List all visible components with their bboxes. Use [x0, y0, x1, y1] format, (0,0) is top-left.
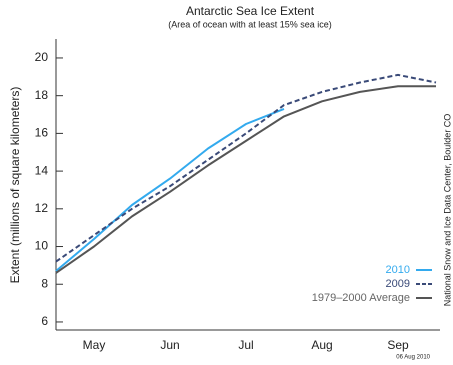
legend-label: 1979–2000 Average	[312, 292, 410, 304]
y-tick-label: 12	[35, 201, 49, 215]
x-tick-label: May	[83, 338, 106, 352]
legend-label: 2009	[386, 278, 410, 290]
y-tick-label: 6	[41, 314, 48, 328]
series-line	[55, 73, 437, 263]
series-line	[55, 107, 285, 272]
x-tick-label: Jul	[238, 338, 253, 352]
date-label: 06 Aug 2010	[396, 355, 430, 361]
y-tick-label: 18	[35, 88, 49, 102]
x-tick-label: Sep	[387, 338, 409, 352]
chart-subtitle: (Area of ocean with at least 15% sea ice…	[168, 19, 332, 29]
y-tick-label: 8	[41, 276, 48, 290]
y-axis-title: Extent (millions of square kilometers)	[8, 87, 22, 284]
y-tick-label: 20	[35, 50, 49, 64]
credit: National Snow and Ice Data Center, Bould…	[442, 114, 452, 307]
y-tick-label: 16	[35, 126, 49, 140]
chart-title: Antarctic Sea Ice Extent	[186, 4, 315, 18]
y-tick-label: 10	[35, 239, 49, 253]
series-line	[55, 85, 436, 274]
x-tick-label: Jun	[160, 338, 179, 352]
y-tick-label: 14	[35, 163, 49, 177]
legend-label: 2010	[386, 264, 410, 276]
x-tick-label: Aug	[311, 338, 332, 352]
